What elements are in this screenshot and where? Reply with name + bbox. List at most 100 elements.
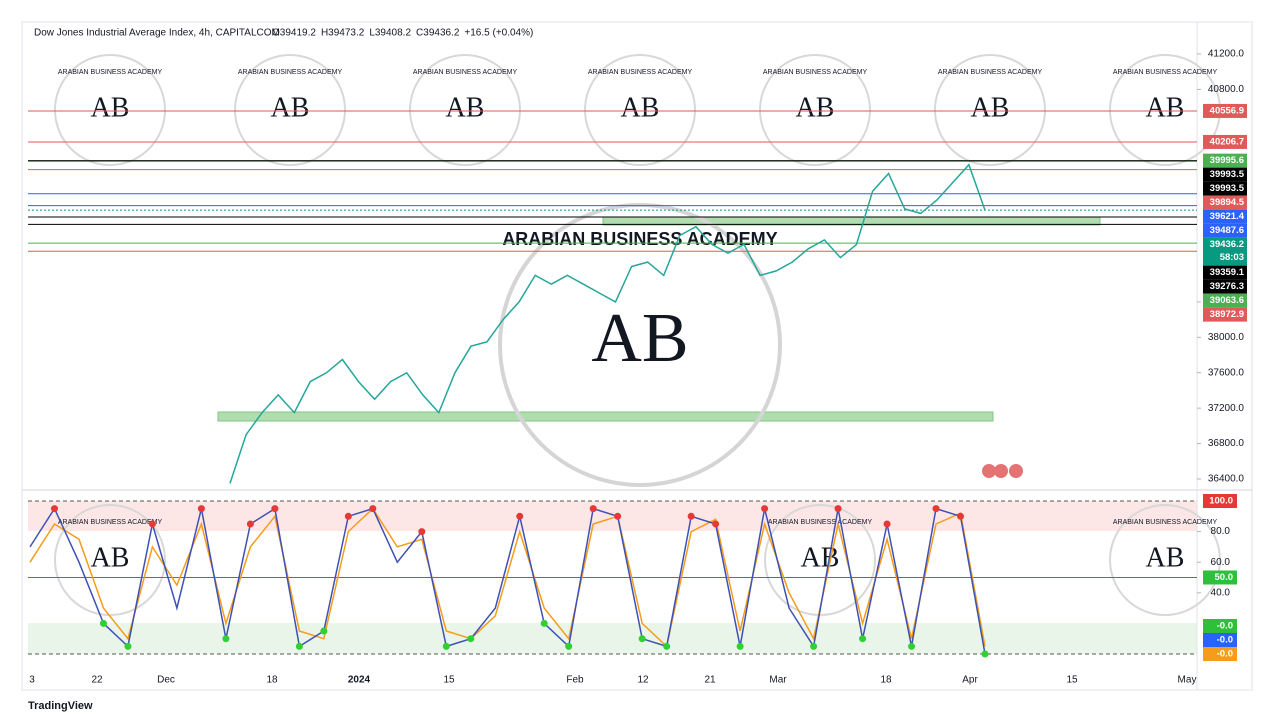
osc-badge-label: -0.0	[1217, 649, 1233, 660]
osc-line	[29, 507, 986, 655]
osc-signal	[712, 520, 720, 528]
price-badge-label: 39894.5	[1210, 197, 1245, 208]
osc-signal	[222, 635, 230, 643]
osc-signal	[932, 505, 940, 513]
price-tick-label: 37200.0	[1208, 403, 1245, 414]
osc-badge-label: 50.0	[1215, 572, 1234, 583]
watermark-text: ARABIAN BUSINESS ACADEMY	[238, 69, 343, 76]
watermark-logo: AB	[971, 92, 1010, 123]
event-icon[interactable]	[1009, 464, 1023, 478]
watermark-ring	[409, 54, 521, 166]
osc-signal	[418, 528, 426, 536]
osc-signal	[540, 619, 548, 627]
osc-signal	[981, 650, 989, 658]
price-badge-label: 39276.3	[1210, 281, 1244, 292]
price-badge	[1203, 307, 1247, 322]
watermark-logo: AB	[591, 300, 688, 377]
osc-signal	[565, 642, 573, 650]
price-tick-label: 41200.0	[1208, 49, 1245, 60]
osc-badge	[1203, 647, 1237, 661]
osc-tick-label: 80.0	[1211, 526, 1231, 537]
watermark-ring	[934, 54, 1046, 166]
watermark-text: ARABIAN BUSINESS ACADEMY	[768, 519, 873, 526]
watermark-ring	[54, 54, 166, 166]
price-badge	[1203, 103, 1247, 118]
price-badge-label: 40556.9	[1210, 105, 1244, 116]
price-badge	[1203, 134, 1247, 149]
watermark-logo: AB	[621, 92, 660, 123]
price-tick-label: 40800.0	[1208, 84, 1245, 95]
price-badge	[1203, 209, 1247, 224]
time-label: 2024	[348, 675, 371, 686]
watermark-ring	[1109, 504, 1221, 616]
watermark-ring	[54, 504, 166, 616]
price-badge	[1203, 195, 1247, 210]
price-badge-label: 38972.9	[1210, 309, 1244, 320]
watermark-logo: AB	[1146, 92, 1185, 123]
osc-tick-label: 40.0	[1211, 587, 1231, 598]
watermark-text: ARABIAN BUSINESS ACADEMY	[588, 69, 693, 76]
price-badge-label: 39359.1	[1210, 267, 1245, 278]
watermark-ring	[234, 54, 346, 166]
chart-frame	[21, 21, 1253, 691]
watermark-text: ARABIAN BUSINESS ACADEMY	[413, 69, 518, 76]
support-zone	[602, 216, 1101, 226]
osc-signal	[50, 505, 58, 513]
osc-badge	[1203, 633, 1237, 647]
overbought-zone	[28, 501, 1197, 531]
price-badge-label: 39063.6	[1210, 295, 1244, 306]
watermark-logo: AB	[446, 92, 485, 123]
price-tick-label: 36400.0	[1208, 474, 1245, 485]
watermark-text: ARABIAN BUSINESS ACADEMY	[502, 229, 777, 249]
osc-signal	[883, 520, 891, 528]
price-badge	[1203, 279, 1247, 294]
osc-signal	[124, 642, 132, 650]
footer-brand[interactable]: TradingView	[28, 700, 93, 712]
ohlc-value: H39473.2	[321, 28, 365, 39]
osc-badge	[1203, 619, 1237, 633]
osc-signal	[908, 642, 916, 650]
price-badge	[1203, 181, 1247, 196]
osc-signal	[99, 619, 107, 627]
price-line	[229, 163, 986, 484]
price-badge-label: 39993.5	[1210, 183, 1245, 194]
support-zone	[217, 411, 994, 422]
osc-signal	[687, 512, 695, 520]
event-icon[interactable]	[982, 464, 996, 478]
event-icon[interactable]	[994, 464, 1008, 478]
watermark-logo: AB	[91, 542, 130, 573]
osc-badge	[1203, 494, 1237, 508]
ohlc-value: L39408.2	[369, 28, 411, 39]
price-badge-label: 39993.5	[1210, 169, 1245, 180]
osc-signal	[295, 642, 303, 650]
osc-signal	[246, 520, 254, 528]
time-label: Dec	[157, 675, 175, 686]
watermark-text: ARABIAN BUSINESS ACADEMY	[938, 69, 1043, 76]
watermark-ring	[764, 504, 876, 616]
oversold-zone	[28, 623, 1197, 654]
chart-title: Dow Jones Industrial Average Index, 4h, …	[34, 28, 280, 39]
osc-signal	[834, 505, 842, 513]
osc-signal	[271, 505, 279, 513]
time-label: 15	[1066, 675, 1078, 686]
osc-signal	[442, 642, 450, 650]
ohlc-value: C39436.2	[416, 28, 460, 39]
watermark-text: ARABIAN BUSINESS ACADEMY	[1113, 519, 1218, 526]
osc-signal	[957, 512, 965, 520]
price-badge-label: 39487.6	[1210, 225, 1244, 236]
osc-signal	[320, 627, 328, 635]
price-badge	[1203, 167, 1247, 182]
osc-signal	[810, 642, 818, 650]
time-label: 3	[29, 675, 35, 686]
watermark-text: ARABIAN BUSINESS ACADEMY	[1113, 69, 1218, 76]
price-badge-label: 40206.7	[1210, 136, 1244, 147]
watermark-logo: AB	[796, 92, 835, 123]
osc-signal	[663, 642, 671, 650]
osc-signal	[467, 635, 475, 643]
watermark-text: ARABIAN BUSINESS ACADEMY	[763, 69, 868, 76]
time-label: 12	[637, 675, 649, 686]
price-tick-label: 36800.0	[1208, 438, 1245, 449]
watermark-text: ARABIAN BUSINESS ACADEMY	[58, 69, 163, 76]
price-badge	[1203, 153, 1247, 168]
